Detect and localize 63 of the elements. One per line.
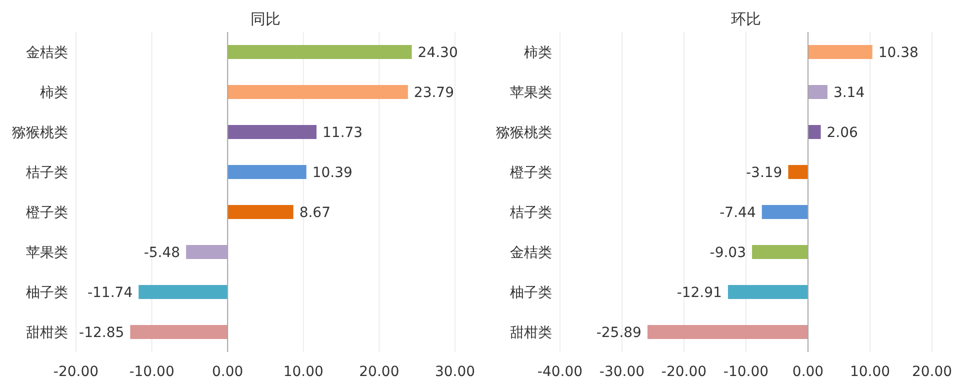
x-tick-label: -20.00: [53, 364, 99, 380]
x-tick-label: -40.00: [537, 364, 583, 380]
bar: [228, 205, 294, 219]
data-label: 11.73: [322, 125, 363, 141]
data-label: 2.06: [826, 125, 858, 141]
bar: [752, 245, 808, 259]
data-label: -3.19: [746, 165, 782, 181]
bar: [808, 85, 828, 99]
bar: [228, 125, 317, 139]
bar: [728, 285, 808, 299]
y-tick-label: 桔子类: [25, 165, 68, 181]
x-tick-label: 0.00: [212, 364, 244, 380]
data-label: 3.14: [833, 85, 865, 101]
data-label: 8.67: [299, 205, 330, 221]
bar: [808, 125, 821, 139]
x-tick-label: 20.00: [912, 364, 952, 380]
y-tick-label: 金桔类: [26, 45, 68, 61]
bar: [228, 45, 412, 59]
y-tick-label: 桔子类: [509, 205, 552, 221]
y-tick-label: 橙子类: [26, 205, 68, 221]
data-label: 23.79: [414, 85, 454, 101]
data-label: -7.44: [720, 205, 756, 221]
chart-title: 环比: [731, 10, 761, 28]
y-tick-label: 甜柑类: [510, 325, 552, 341]
y-tick-label: 苹果类: [26, 245, 68, 261]
data-label: -11.74: [87, 285, 133, 301]
y-tick-label: 苹果类: [510, 85, 552, 101]
bar: [647, 325, 808, 339]
data-label: -25.89: [596, 325, 642, 341]
y-tick-label: 柿类: [40, 85, 68, 101]
bar: [228, 165, 306, 179]
data-label: 24.30: [418, 45, 458, 61]
x-tick-label: 20.00: [359, 364, 400, 380]
data-label: -12.91: [676, 285, 722, 301]
bar: [186, 245, 228, 259]
bar: [130, 325, 228, 339]
data-label: -5.48: [144, 245, 180, 261]
y-tick-label: 甜柑类: [26, 325, 68, 341]
x-tick-label: 10.00: [283, 364, 324, 380]
x-tick-label: -10.00: [723, 364, 769, 380]
y-tick-label: 柚子类: [26, 285, 68, 301]
x-tick-label: 0.00: [792, 364, 824, 380]
x-tick-label: -10.00: [129, 364, 174, 380]
y-tick-label: 金桔类: [510, 245, 552, 261]
x-tick-label: -20.00: [661, 364, 707, 380]
y-tick-label: 橙子类: [510, 165, 552, 181]
y-tick-label: 猕猴桃类: [496, 125, 552, 141]
data-label: 10.38: [878, 45, 918, 61]
y-tick-label: 猕猴桃类: [12, 125, 68, 141]
data-label: -9.03: [710, 245, 746, 261]
x-tick-label: -30.00: [599, 364, 645, 380]
x-tick-label: 10.00: [850, 364, 890, 380]
x-tick-label: 30.00: [434, 364, 476, 380]
bar: [788, 165, 808, 179]
y-tick-label: 柿类: [524, 45, 552, 61]
bar: [228, 85, 408, 99]
bar: [138, 285, 228, 299]
y-tick-label: 柚子类: [510, 285, 552, 301]
data-label: 10.39: [312, 165, 352, 181]
bar: [762, 205, 808, 219]
data-label: -12.85: [79, 325, 124, 341]
chart-title: 同比: [250, 10, 280, 28]
bar: [808, 45, 872, 59]
